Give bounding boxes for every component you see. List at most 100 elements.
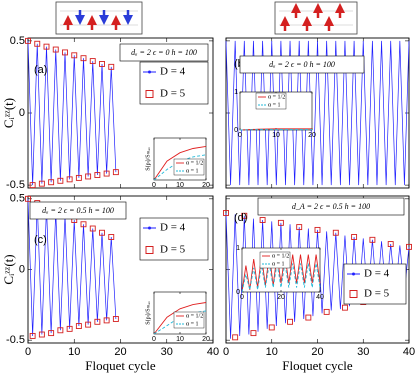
x-tick-label: 0 (25, 346, 31, 358)
square-marker (34, 40, 41, 47)
y-tick-label: 0.5 (10, 35, 25, 47)
y-tick-label: 0 (19, 263, 25, 275)
square-marker (241, 212, 248, 219)
spin-diagram-right (274, 1, 358, 35)
square-marker (71, 52, 78, 59)
square-marker (351, 234, 358, 240)
x-tick-label: 0 (152, 182, 156, 189)
square-marker (103, 317, 110, 324)
x-axis-label: Floquet cycle (282, 358, 353, 373)
params-box (257, 197, 405, 216)
params-text: dₐ = 2 ϵ = 0 h = 100 (269, 60, 335, 69)
square-marker (29, 332, 36, 339)
inset-legend-label: α = 1/2 (272, 253, 289, 259)
y-tick-label: -0.5 (6, 334, 25, 346)
params-box (239, 55, 365, 74)
square-marker (62, 49, 68, 56)
square-marker (89, 58, 96, 65)
y-axis-label: Cᵢᶻᶻ(t) (1, 254, 16, 284)
square-marker (25, 37, 31, 44)
x-tick-label: 20 (114, 346, 126, 358)
square-marker (108, 234, 115, 240)
square-marker (99, 229, 105, 236)
legend-swatch (148, 226, 151, 230)
inset-legend-label: α = 1/2 (186, 313, 203, 319)
square-marker (80, 55, 87, 62)
square-marker (108, 63, 115, 70)
square-marker (387, 241, 394, 248)
x-tick-label: 30 (357, 346, 369, 358)
legend-label: D = 5 (160, 88, 186, 100)
params-box (29, 201, 127, 220)
square-marker (296, 224, 303, 231)
square-marker (332, 229, 339, 236)
square-marker (25, 195, 31, 202)
y-tick-label: 0 (234, 127, 238, 134)
legend-swatch (148, 70, 151, 74)
series-line (241, 254, 321, 293)
square-marker (29, 182, 36, 189)
spin-diagram-left (55, 1, 143, 35)
legend-swatch (145, 90, 154, 98)
params-text: d_A = 2 ϵ = 0.5 h = 100 (292, 202, 370, 211)
x-tick-label: 10 (176, 182, 184, 189)
inset-legend-label: α = 1/2 (186, 160, 203, 166)
params-box (119, 43, 209, 62)
square-marker (38, 180, 45, 187)
square-marker (66, 176, 73, 183)
square-marker (406, 243, 412, 250)
x-tick-label: 10 (68, 346, 80, 358)
x-tick-label: 20 (202, 336, 210, 343)
x-tick-label: 0 (240, 294, 244, 301)
legend-label: D = 4 (160, 222, 186, 234)
square-marker (268, 324, 275, 331)
y-tick-label: 0.5 (10, 193, 25, 205)
legend-label: D = 4 (160, 66, 186, 78)
square-marker (112, 316, 119, 322)
y-axis-label: Cᵢᶻᶻ(t) (1, 98, 16, 128)
x-tick-label: 10 (266, 346, 278, 358)
inset-legend-label: α = 1 (186, 168, 199, 174)
square-marker (75, 323, 82, 329)
legend-label: D = 4 (364, 268, 390, 280)
square-marker (223, 210, 229, 216)
series-line (241, 263, 321, 293)
square-marker (57, 177, 64, 184)
x-tick-label: 20 (311, 346, 323, 358)
x-tick-label: 40 (207, 346, 219, 358)
square-marker (287, 318, 293, 325)
panel-label: (a) (34, 64, 47, 76)
x-tick-label: 20 (308, 132, 316, 139)
square-marker (112, 169, 119, 176)
y-axis-label: S(ρₗ)/Sₘₐₓ (144, 301, 151, 325)
series-line (27, 198, 117, 336)
x-tick-label: 10 (272, 132, 280, 139)
square-marker (314, 226, 321, 233)
panel-label: (d) (234, 212, 247, 224)
square-marker (43, 43, 50, 50)
square-marker (369, 236, 376, 243)
square-marker (99, 61, 105, 67)
params-text: dₐ = 2 ϵ = 0.5 h = 100 (42, 206, 114, 215)
legend-label: D = 5 (364, 288, 390, 300)
square-marker (80, 221, 87, 228)
square-marker (103, 170, 110, 177)
square-marker (250, 330, 257, 337)
square-marker (48, 330, 55, 337)
square-marker (85, 321, 92, 328)
inset-legend-label: α = 1/2 (268, 94, 285, 100)
series-line (153, 302, 207, 335)
y-tick-label: 1 (236, 245, 240, 252)
square-marker (342, 304, 348, 311)
x-axis-label: Floquet cycle (85, 358, 156, 373)
x-tick-label: 0 (238, 132, 242, 139)
x-tick-label: 0 (223, 346, 229, 358)
inset-legend-label: α = 1 (186, 321, 199, 327)
square-marker (38, 331, 45, 338)
square-marker (94, 172, 101, 178)
series-line (225, 40, 410, 186)
square-marker (75, 174, 82, 181)
inset-legend-label: α = 1 (272, 261, 285, 267)
square-marker (232, 334, 239, 341)
